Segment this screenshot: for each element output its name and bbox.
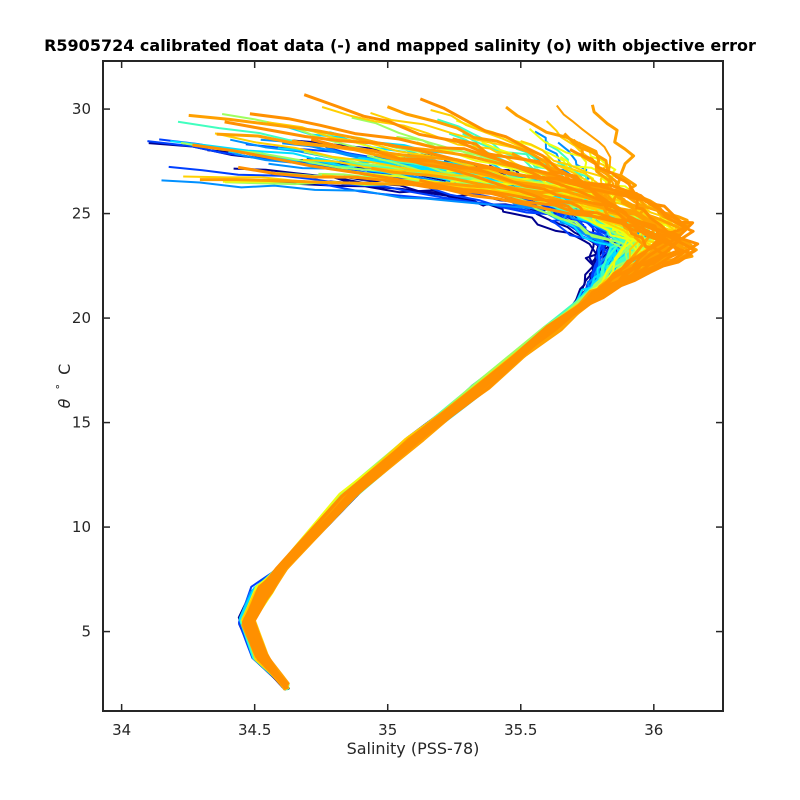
- x-tick-label: 34.5: [238, 721, 271, 739]
- profile-line: [244, 112, 689, 690]
- y-tick-label: 10: [72, 518, 91, 536]
- y-tick-label: 5: [81, 623, 91, 641]
- y-tick-label: 20: [72, 309, 91, 327]
- y-axis-label-degree: °: [54, 384, 67, 390]
- y-axis-label-theta: θ: [55, 398, 74, 408]
- y-axis-label: θ ° C: [49, 364, 74, 409]
- plot-frame: [102, 60, 724, 712]
- profile-lines: [147, 93, 700, 691]
- x-tick-label: 35: [378, 721, 397, 739]
- y-axis-label-unit: C: [55, 364, 74, 375]
- x-axis-label: Salinity (PSS-78): [347, 739, 480, 758]
- y-axis: 5 10 15 20 25 30: [72, 100, 723, 641]
- chart-title: R5905724 calibrated float data (-) and m…: [44, 36, 756, 55]
- x-tick-label: 36: [644, 721, 663, 739]
- x-tick-label: 34: [112, 721, 131, 739]
- x-tick-label: 35.5: [504, 721, 537, 739]
- x-axis: 34 34.5 35 35.5 36: [112, 61, 663, 739]
- y-tick-label: 25: [72, 205, 91, 223]
- y-tick-label: 15: [72, 414, 91, 432]
- y-tick-label: 30: [72, 100, 91, 118]
- profile-line: [192, 143, 683, 687]
